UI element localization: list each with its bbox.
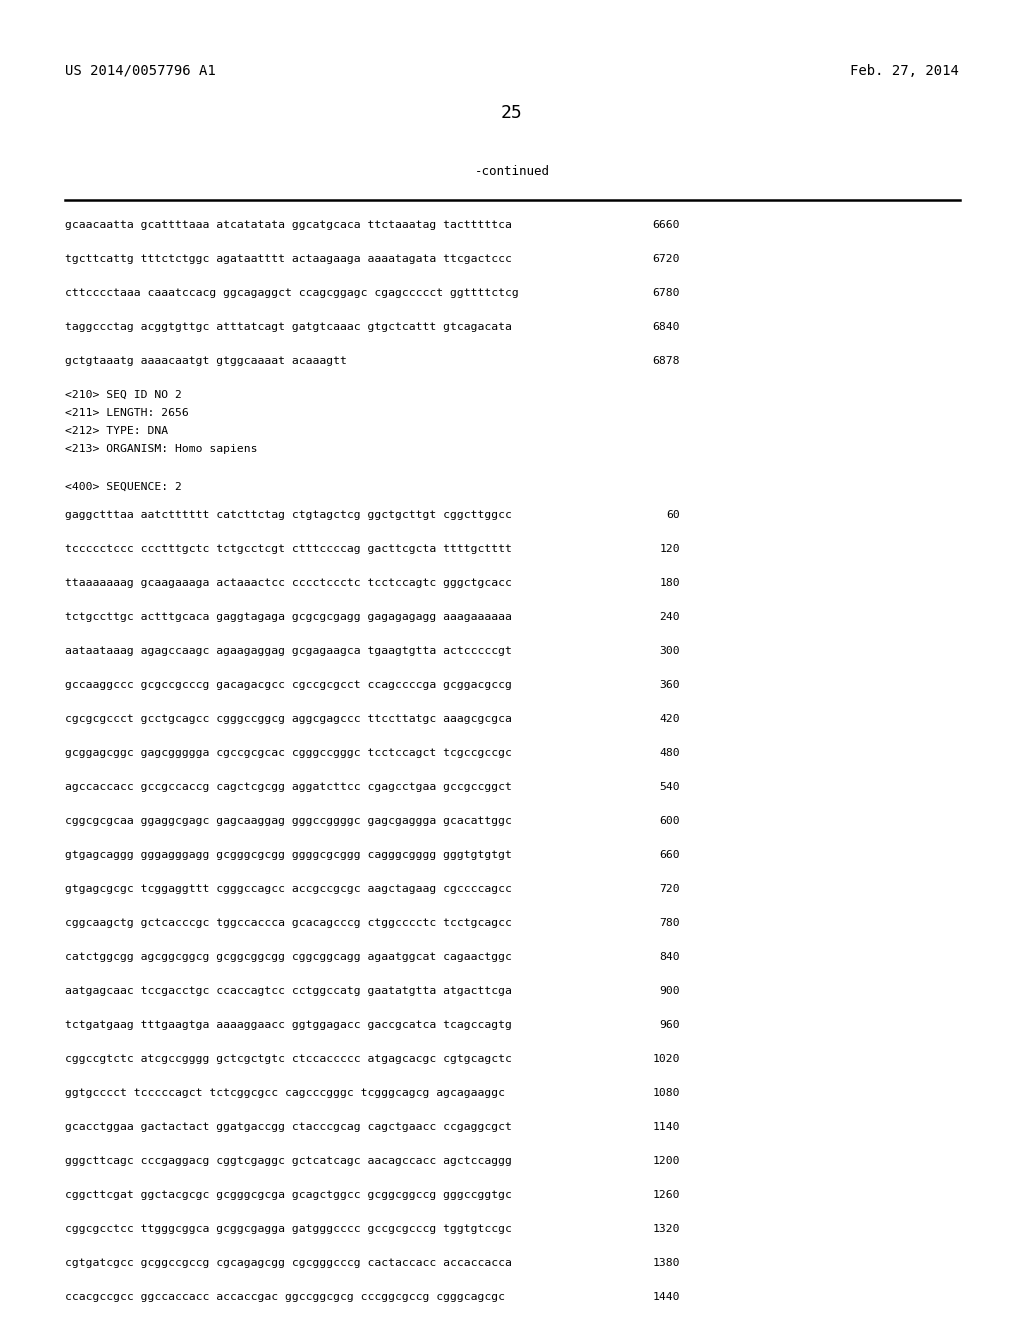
Text: 6720: 6720 (652, 253, 680, 264)
Text: 780: 780 (659, 917, 680, 928)
Text: gcacctggaa gactactact ggatgaccgg ctacccgcag cagctgaacc ccgaggcgct: gcacctggaa gactactact ggatgaccgg ctacccg… (65, 1122, 512, 1133)
Text: 240: 240 (659, 612, 680, 622)
Text: cggcgcgcaa ggaggcgagc gagcaaggag gggccggggc gagcgaggga gcacattggc: cggcgcgcaa ggaggcgagc gagcaaggag gggccgg… (65, 816, 512, 826)
Text: 480: 480 (659, 748, 680, 758)
Text: 6878: 6878 (652, 356, 680, 366)
Text: aatgagcaac tccgacctgc ccaccagtcc cctggccatg gaatatgtta atgacttcga: aatgagcaac tccgacctgc ccaccagtcc cctggcc… (65, 986, 512, 997)
Text: gtgagcaggg gggagggagg gcgggcgcgg ggggcgcggg cagggcgggg gggtgtgtgt: gtgagcaggg gggagggagg gcgggcgcgg ggggcgc… (65, 850, 512, 861)
Text: gctgtaaatg aaaacaatgt gtggcaaaat acaaagtt: gctgtaaatg aaaacaatgt gtggcaaaat acaaagt… (65, 356, 347, 366)
Text: cggccgtctc atcgccgggg gctcgctgtc ctccaccccc atgagcacgc cgtgcagctc: cggccgtctc atcgccgggg gctcgctgtc ctccacc… (65, 1053, 512, 1064)
Text: cgcgcgccct gcctgcagcc cgggccggcg aggcgagccc ttccttatgc aaagcgcgca: cgcgcgccct gcctgcagcc cgggccggcg aggcgag… (65, 714, 512, 723)
Text: 360: 360 (659, 680, 680, 690)
Text: cggcaagctg gctcacccgc tggccaccca gcacagcccg ctggcccctc tcctgcagcc: cggcaagctg gctcacccgc tggccaccca gcacagc… (65, 917, 512, 928)
Text: 1260: 1260 (652, 1191, 680, 1200)
Text: 960: 960 (659, 1020, 680, 1030)
Text: 540: 540 (659, 781, 680, 792)
Text: 1020: 1020 (652, 1053, 680, 1064)
Text: 1440: 1440 (652, 1292, 680, 1302)
Text: 60: 60 (667, 510, 680, 520)
Text: <211> LENGTH: 2656: <211> LENGTH: 2656 (65, 408, 188, 418)
Text: 1380: 1380 (652, 1258, 680, 1269)
Text: 180: 180 (659, 578, 680, 587)
Text: ccacgccgcc ggccaccacc accaccgac ggccggcgcg cccggcgccg cgggcagcgc: ccacgccgcc ggccaccacc accaccgac ggccggcg… (65, 1292, 505, 1302)
Text: 1080: 1080 (652, 1088, 680, 1098)
Text: cttcccctaaa caaatccacg ggcagaggct ccagcggagc cgagccccct ggttttctcg: cttcccctaaa caaatccacg ggcagaggct ccagcg… (65, 288, 519, 298)
Text: <213> ORGANISM: Homo sapiens: <213> ORGANISM: Homo sapiens (65, 444, 257, 454)
Text: 300: 300 (659, 645, 680, 656)
Text: Feb. 27, 2014: Feb. 27, 2014 (850, 63, 959, 78)
Text: agccaccacc gccgccaccg cagctcgcgg aggatcttcc cgagcctgaa gccgccggct: agccaccacc gccgccaccg cagctcgcgg aggatct… (65, 781, 512, 792)
Text: 660: 660 (659, 850, 680, 861)
Text: <212> TYPE: DNA: <212> TYPE: DNA (65, 426, 168, 436)
Text: 720: 720 (659, 884, 680, 894)
Text: 120: 120 (659, 544, 680, 554)
Text: 420: 420 (659, 714, 680, 723)
Text: gccaaggccc gcgccgcccg gacagacgcc cgccgcgcct ccagccccga gcggacgccg: gccaaggccc gcgccgcccg gacagacgcc cgccgcg… (65, 680, 512, 690)
Text: 840: 840 (659, 952, 680, 962)
Text: cggcgcctcc ttgggcggca gcggcgagga gatgggcccc gccgcgcccg tggtgtccgc: cggcgcctcc ttgggcggca gcggcgagga gatgggc… (65, 1224, 512, 1234)
Text: US 2014/0057796 A1: US 2014/0057796 A1 (65, 63, 216, 78)
Text: <400> SEQUENCE: 2: <400> SEQUENCE: 2 (65, 482, 182, 492)
Text: gtgagcgcgc tcggaggttt cgggccagcc accgccgcgc aagctagaag cgccccagcc: gtgagcgcgc tcggaggttt cgggccagcc accgccg… (65, 884, 512, 894)
Text: gcaacaatta gcattttaaa atcatatata ggcatgcaca ttctaaatag tactttttca: gcaacaatta gcattttaaa atcatatata ggcatgc… (65, 220, 512, 230)
Text: gcggagcggc gagcggggga cgccgcgcac cgggccgggc tcctccagct tcgccgccgc: gcggagcggc gagcggggga cgccgcgcac cgggccg… (65, 748, 512, 758)
Text: tctgatgaag tttgaagtga aaaaggaacc ggtggagacc gaccgcatca tcagccagtg: tctgatgaag tttgaagtga aaaaggaacc ggtggag… (65, 1020, 512, 1030)
Text: tgcttcattg tttctctggc agataatttt actaagaaga aaaatagata ttcgactccc: tgcttcattg tttctctggc agataatttt actaaga… (65, 253, 512, 264)
Text: 6660: 6660 (652, 220, 680, 230)
Text: gaggctttaa aatctttttt catcttctag ctgtagctcg ggctgcttgt cggcttggcc: gaggctttaa aatctttttt catcttctag ctgtagc… (65, 510, 512, 520)
Text: 600: 600 (659, 816, 680, 826)
Text: 1140: 1140 (652, 1122, 680, 1133)
Text: cgtgatcgcc gcggccgccg cgcagagcgg cgcgggcccg cactaccacc accaccacca: cgtgatcgcc gcggccgccg cgcagagcgg cgcgggc… (65, 1258, 512, 1269)
Text: ttaaaaaaag gcaagaaaga actaaactcc cccctccctc tcctccagtc gggctgcacc: ttaaaaaaag gcaagaaaga actaaactcc cccctcc… (65, 578, 512, 587)
Text: -continued: -continued (474, 165, 550, 178)
Text: tctgccttgc actttgcaca gaggtagaga gcgcgcgagg gagagagagg aaagaaaaaa: tctgccttgc actttgcaca gaggtagaga gcgcgcg… (65, 612, 512, 622)
Text: 6780: 6780 (652, 288, 680, 298)
Text: aataataaag agagccaagc agaagaggag gcgagaagca tgaagtgtta actcccccgt: aataataaag agagccaagc agaagaggag gcgagaa… (65, 645, 512, 656)
Text: cggcttcgat ggctacgcgc gcgggcgcga gcagctggcc gcggcggccg gggccggtgc: cggcttcgat ggctacgcgc gcgggcgcga gcagctg… (65, 1191, 512, 1200)
Text: 25: 25 (501, 104, 523, 121)
Text: catctggcgg agcggcggcg gcggcggcgg cggcggcagg agaatggcat cagaactggc: catctggcgg agcggcggcg gcggcggcgg cggcggc… (65, 952, 512, 962)
Text: <210> SEQ ID NO 2: <210> SEQ ID NO 2 (65, 389, 182, 400)
Text: 900: 900 (659, 986, 680, 997)
Text: ggtgcccct tcccccagct tctcggcgcc cagcccgggc tcgggcagcg agcagaaggc: ggtgcccct tcccccagct tctcggcgcc cagcccgg… (65, 1088, 505, 1098)
Text: 6840: 6840 (652, 322, 680, 333)
Text: 1320: 1320 (652, 1224, 680, 1234)
Text: gggcttcagc cccgaggacg cggtcgaggc gctcatcagc aacagccacc agctccaggg: gggcttcagc cccgaggacg cggtcgaggc gctcatc… (65, 1156, 512, 1166)
Text: tccccctccc ccctttgctc tctgcctcgt ctttccccag gacttcgcta ttttgctttt: tccccctccc ccctttgctc tctgcctcgt ctttccc… (65, 544, 512, 554)
Text: taggccctag acggtgttgc atttatcagt gatgtcaaac gtgctcattt gtcagacata: taggccctag acggtgttgc atttatcagt gatgtca… (65, 322, 512, 333)
Text: 1200: 1200 (652, 1156, 680, 1166)
